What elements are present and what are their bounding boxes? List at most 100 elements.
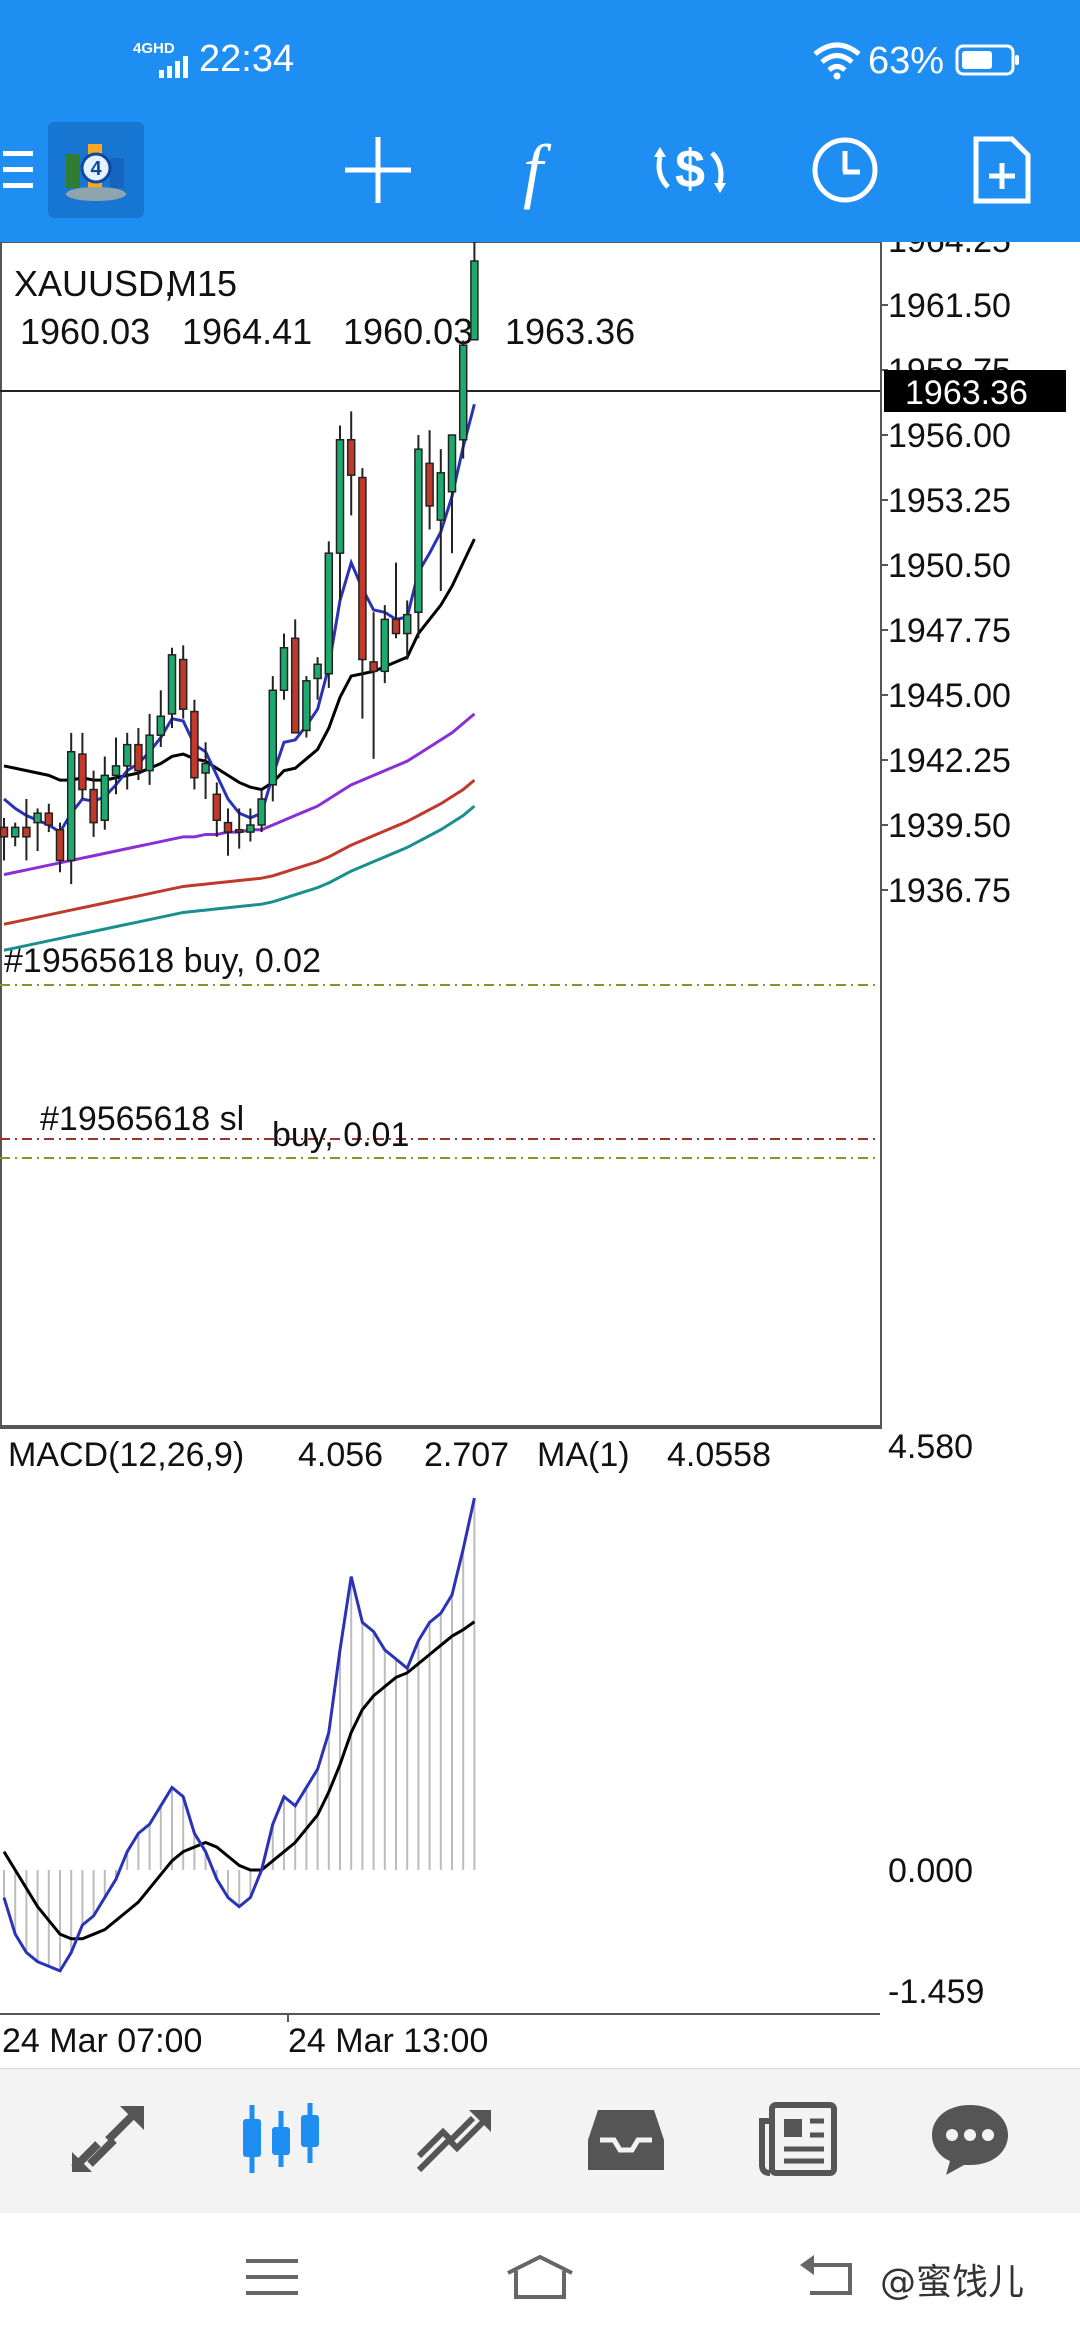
trade-icon[interactable]: $ bbox=[648, 128, 732, 212]
system-navigation: @蜜饯儿 bbox=[0, 2213, 1080, 2340]
candle-body bbox=[302, 680, 311, 732]
ohlc-high: 1964.41 bbox=[182, 311, 312, 352]
price-chart[interactable]: XAUUSD, M15 1960.03 1964.41 1960.03 1963… bbox=[0, 242, 1080, 2068]
candle-body bbox=[122, 743, 132, 767]
sl-order-label: #19565618 sl bbox=[40, 1100, 244, 1138]
current-price-label: 1963.36 bbox=[905, 374, 1028, 412]
ma-red-line bbox=[3, 778, 476, 926]
buy-order-label: #19565618 buy, 0.02 bbox=[4, 942, 321, 980]
price-tick-label: 1942.25 bbox=[888, 742, 1011, 780]
chart-icon[interactable] bbox=[231, 2089, 331, 2189]
watermark-text: @蜜饯儿 bbox=[880, 2262, 1025, 2303]
candle-body bbox=[178, 658, 188, 710]
candle-body bbox=[22, 826, 31, 838]
battery-percent: 63% bbox=[868, 40, 945, 82]
candle-body bbox=[234, 828, 244, 833]
candle-body bbox=[134, 743, 143, 772]
chart-plot-frame bbox=[0, 242, 882, 1429]
candle-body bbox=[346, 438, 356, 476]
candle-body bbox=[201, 762, 210, 774]
macd-indicator bbox=[2, 1497, 476, 1973]
candle-body bbox=[190, 710, 199, 779]
macd-tick-zero: 0.000 bbox=[888, 1852, 973, 1890]
macd-main-line bbox=[2, 1497, 476, 1973]
candle-body bbox=[402, 613, 412, 635]
price-tick-label: 1956.00 bbox=[888, 417, 1011, 455]
top-app-bar: 4GHD 22:34 63% 4 f $ bbox=[0, 0, 1080, 242]
crosshair-icon[interactable] bbox=[336, 128, 420, 212]
ohlc-close: 1963.36 bbox=[505, 311, 635, 352]
macd-main-value: 4.056 bbox=[298, 1436, 383, 1474]
ohlc-open: 1960.03 bbox=[20, 311, 150, 352]
candle-body bbox=[167, 654, 177, 715]
macd-ma-label: MA(1) bbox=[537, 1436, 630, 1474]
macd-tick-bottom: -1.459 bbox=[888, 1973, 984, 2011]
candle-body bbox=[436, 472, 446, 521]
candle-body bbox=[111, 765, 121, 777]
candle-body bbox=[358, 476, 367, 661]
metatrader-logo[interactable]: 4 bbox=[48, 122, 144, 218]
quotes-icon[interactable] bbox=[58, 2089, 158, 2189]
candle-body bbox=[55, 828, 65, 862]
candle-body bbox=[257, 798, 266, 826]
history-icon[interactable] bbox=[576, 2089, 676, 2189]
signal-icon bbox=[137, 56, 191, 78]
new-chart-icon[interactable] bbox=[960, 128, 1044, 212]
candle-body bbox=[10, 826, 20, 838]
back-icon[interactable] bbox=[776, 2227, 876, 2327]
indicators-icon[interactable]: f bbox=[491, 128, 575, 212]
time-label-0: 24 Mar 07:00 bbox=[2, 2022, 202, 2060]
price-axis: 1964.251961.501958.751956.001953.251950.… bbox=[880, 242, 1011, 910]
wifi-icon bbox=[812, 40, 862, 80]
svg-text:4: 4 bbox=[90, 158, 102, 180]
candle-body bbox=[380, 618, 390, 673]
candlesticks bbox=[0, 242, 479, 885]
candle-body bbox=[425, 462, 434, 507]
candle-body bbox=[145, 734, 154, 772]
messages-icon[interactable] bbox=[920, 2089, 1020, 2189]
candle-body bbox=[223, 821, 233, 833]
news-icon[interactable] bbox=[748, 2089, 848, 2189]
svg-text:$: $ bbox=[675, 139, 705, 199]
bottom-navigation bbox=[0, 2068, 1080, 2214]
candle-body bbox=[290, 637, 300, 734]
price-tick-label: 1953.25 bbox=[888, 482, 1011, 520]
ma-teal-line bbox=[3, 804, 476, 952]
price-tick-label: 1961.50 bbox=[888, 287, 1011, 325]
price-tick-label: 1950.50 bbox=[888, 547, 1011, 585]
candle-body bbox=[313, 663, 322, 680]
symbol-label: XAUUSD, bbox=[14, 263, 174, 304]
candle-body bbox=[66, 750, 76, 862]
candle-body bbox=[279, 646, 289, 692]
candle-body bbox=[0, 826, 9, 838]
macd-signal-line bbox=[2, 1620, 476, 1941]
trade-icon[interactable] bbox=[403, 2089, 503, 2189]
home-icon[interactable] bbox=[490, 2227, 590, 2327]
candle-body bbox=[78, 753, 87, 791]
candle-body bbox=[447, 434, 457, 493]
buy-order-label-2: buy, 0.01 bbox=[272, 1116, 409, 1154]
macd-ma-value: 4.0558 bbox=[667, 1436, 771, 1474]
ohlc-low: 1960.03 bbox=[343, 311, 473, 352]
candle-body bbox=[470, 260, 479, 341]
current-price-box bbox=[884, 370, 1066, 412]
candle-body bbox=[391, 618, 401, 635]
candle-body bbox=[100, 774, 110, 822]
timeframe-icon[interactable] bbox=[803, 128, 887, 212]
price-tick-label: 1936.75 bbox=[888, 872, 1011, 910]
candle-body bbox=[268, 689, 278, 786]
price-tick-label: 1964.25 bbox=[888, 242, 1011, 260]
candle-body bbox=[33, 812, 42, 824]
candle-body bbox=[324, 552, 334, 675]
clock: 22:34 bbox=[199, 38, 295, 80]
candle-body bbox=[458, 344, 468, 441]
indicators-glyph: f bbox=[522, 130, 543, 210]
candle-body bbox=[89, 788, 98, 824]
candle-body bbox=[44, 812, 54, 826]
time-label-1: 24 Mar 13:00 bbox=[288, 2022, 488, 2060]
recents-icon[interactable] bbox=[222, 2227, 322, 2327]
candle-body bbox=[335, 438, 345, 554]
candle-body bbox=[212, 793, 222, 822]
price-tick-label: 1939.50 bbox=[888, 807, 1011, 845]
menu-icon[interactable] bbox=[0, 128, 40, 212]
